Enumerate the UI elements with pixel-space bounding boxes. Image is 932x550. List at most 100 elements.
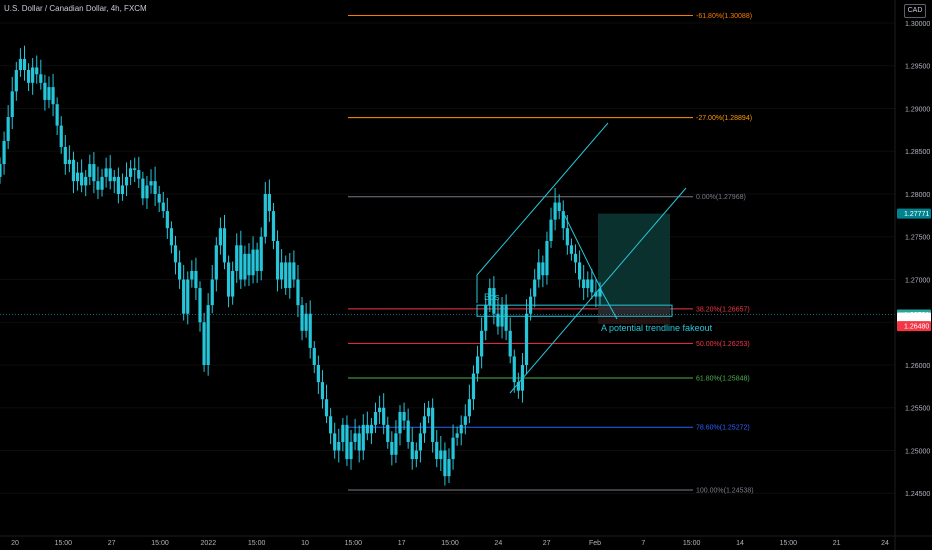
candle-body	[235, 245, 239, 271]
channel-lower-line	[509, 187, 687, 394]
candle-body	[206, 305, 210, 365]
candle-body	[214, 245, 218, 280]
candle-body	[422, 416, 427, 434]
candle-body	[337, 441, 341, 451]
candle-body	[141, 178, 145, 199]
candle-body	[177, 262, 182, 280]
candle-body	[96, 181, 100, 190]
candle-body	[100, 176, 104, 190]
fib-level-label: 38.20%(1.26657)	[696, 306, 750, 313]
candle-body	[377, 407, 382, 413]
candle-body	[435, 441, 439, 460]
chart-grid	[0, 22, 895, 494]
candle-body	[153, 181, 157, 194]
candle-body	[292, 262, 296, 280]
candle-body	[67, 159, 71, 165]
candle-body	[35, 67, 39, 75]
candle-body	[373, 412, 378, 425]
trend-drawings: Bos A potential trendline fakeout	[0, 122, 895, 394]
y-tick-label: 1.27500	[905, 235, 930, 242]
candle-body	[182, 279, 186, 314]
candle-body	[47, 87, 51, 100]
candle-body	[480, 330, 484, 357]
candle-body	[288, 262, 292, 289]
candle-body	[316, 364, 320, 383]
x-tick-label: 20	[11, 540, 19, 547]
candle-body	[26, 70, 31, 83]
candle-body	[341, 424, 345, 442]
currency-badge[interactable]: CAD	[904, 4, 926, 18]
candle-body	[108, 168, 112, 182]
x-tick-label: 27	[108, 540, 116, 547]
candle-body	[263, 193, 267, 237]
price-tag-value: 1.26480	[904, 324, 929, 331]
candle-body	[533, 279, 537, 297]
price-tag	[897, 312, 931, 323]
x-tick-label: 2022	[201, 540, 217, 547]
candle-body	[512, 356, 516, 383]
candle-body	[349, 441, 353, 460]
candle-body	[116, 176, 120, 194]
candle-body	[586, 279, 590, 289]
y-tick-label: 1.30000	[905, 21, 930, 28]
candle-body	[186, 279, 190, 314]
candle-body	[157, 193, 161, 203]
candle-body	[284, 262, 288, 289]
x-tick-label: 14	[736, 540, 744, 547]
candle-body	[120, 185, 125, 194]
candle-body	[145, 185, 149, 199]
candle-body	[463, 416, 467, 425]
candle-body	[304, 313, 308, 331]
x-tick-label: 15:00	[151, 540, 169, 547]
candle-body	[218, 228, 223, 246]
bos-label: Bos	[484, 292, 500, 302]
x-tick-label: 10	[301, 540, 309, 547]
x-tick-label: 15:00	[441, 540, 459, 547]
y-tick-label: 1.27000	[905, 277, 930, 284]
candle-body	[451, 437, 455, 460]
candle-body	[84, 176, 88, 186]
candle-body	[324, 399, 329, 417]
channel-upper-left	[476, 193, 548, 276]
y-tick-label: 1.25000	[905, 448, 930, 455]
y-tick-label: 1.26000	[905, 363, 930, 370]
entry-zone	[598, 306, 670, 315]
candle-body	[573, 253, 578, 263]
candle-body	[439, 450, 443, 460]
candle-body	[545, 241, 549, 276]
candle-body	[75, 172, 80, 182]
candle-body	[51, 87, 55, 105]
fib-level-label: 0.00%(1.27968)	[696, 194, 746, 201]
candle-body	[255, 249, 259, 271]
candle-body	[467, 399, 471, 417]
x-tick-label: 21	[833, 540, 841, 547]
price-tag-value: 1.26590	[904, 315, 929, 322]
candle-body	[22, 58, 27, 71]
candle-body	[239, 245, 243, 280]
candle-body	[169, 228, 174, 246]
x-tick-label: 15:00	[683, 540, 701, 547]
candle-body	[194, 270, 198, 289]
candle-body	[488, 288, 492, 306]
candle-body	[390, 441, 394, 455]
candle-body	[198, 288, 202, 323]
fib-retracement: -61.80%(1.30088) -27.00%(1.28894) 0.00%(1.…	[348, 13, 754, 495]
candle-body	[386, 424, 390, 442]
candle-body	[14, 70, 18, 92]
x-tick-label: 17	[398, 540, 406, 547]
candle-body	[333, 433, 337, 451]
chart-title: U.S. Dollar / Canadian Dollar, 4h, FXCM	[4, 4, 147, 13]
fib-level-label: 78.60%(1.25272)	[696, 425, 750, 432]
candle-body	[124, 176, 129, 186]
candle-body	[133, 168, 137, 171]
x-tick-label: Feb	[589, 540, 601, 547]
fakeout-pointer	[600, 289, 618, 320]
price-axis: 1.30000 1.29500 1.29000 1.28500 1.28000 1.275…	[894, 0, 930, 550]
bos-box	[476, 304, 673, 317]
y-tick-label: 1.25500	[905, 406, 930, 413]
candle-body	[275, 241, 280, 280]
trendline-fakeout-note: A potential trendline fakeout	[601, 323, 713, 333]
candle-body	[308, 313, 312, 348]
candle-body	[496, 313, 500, 327]
